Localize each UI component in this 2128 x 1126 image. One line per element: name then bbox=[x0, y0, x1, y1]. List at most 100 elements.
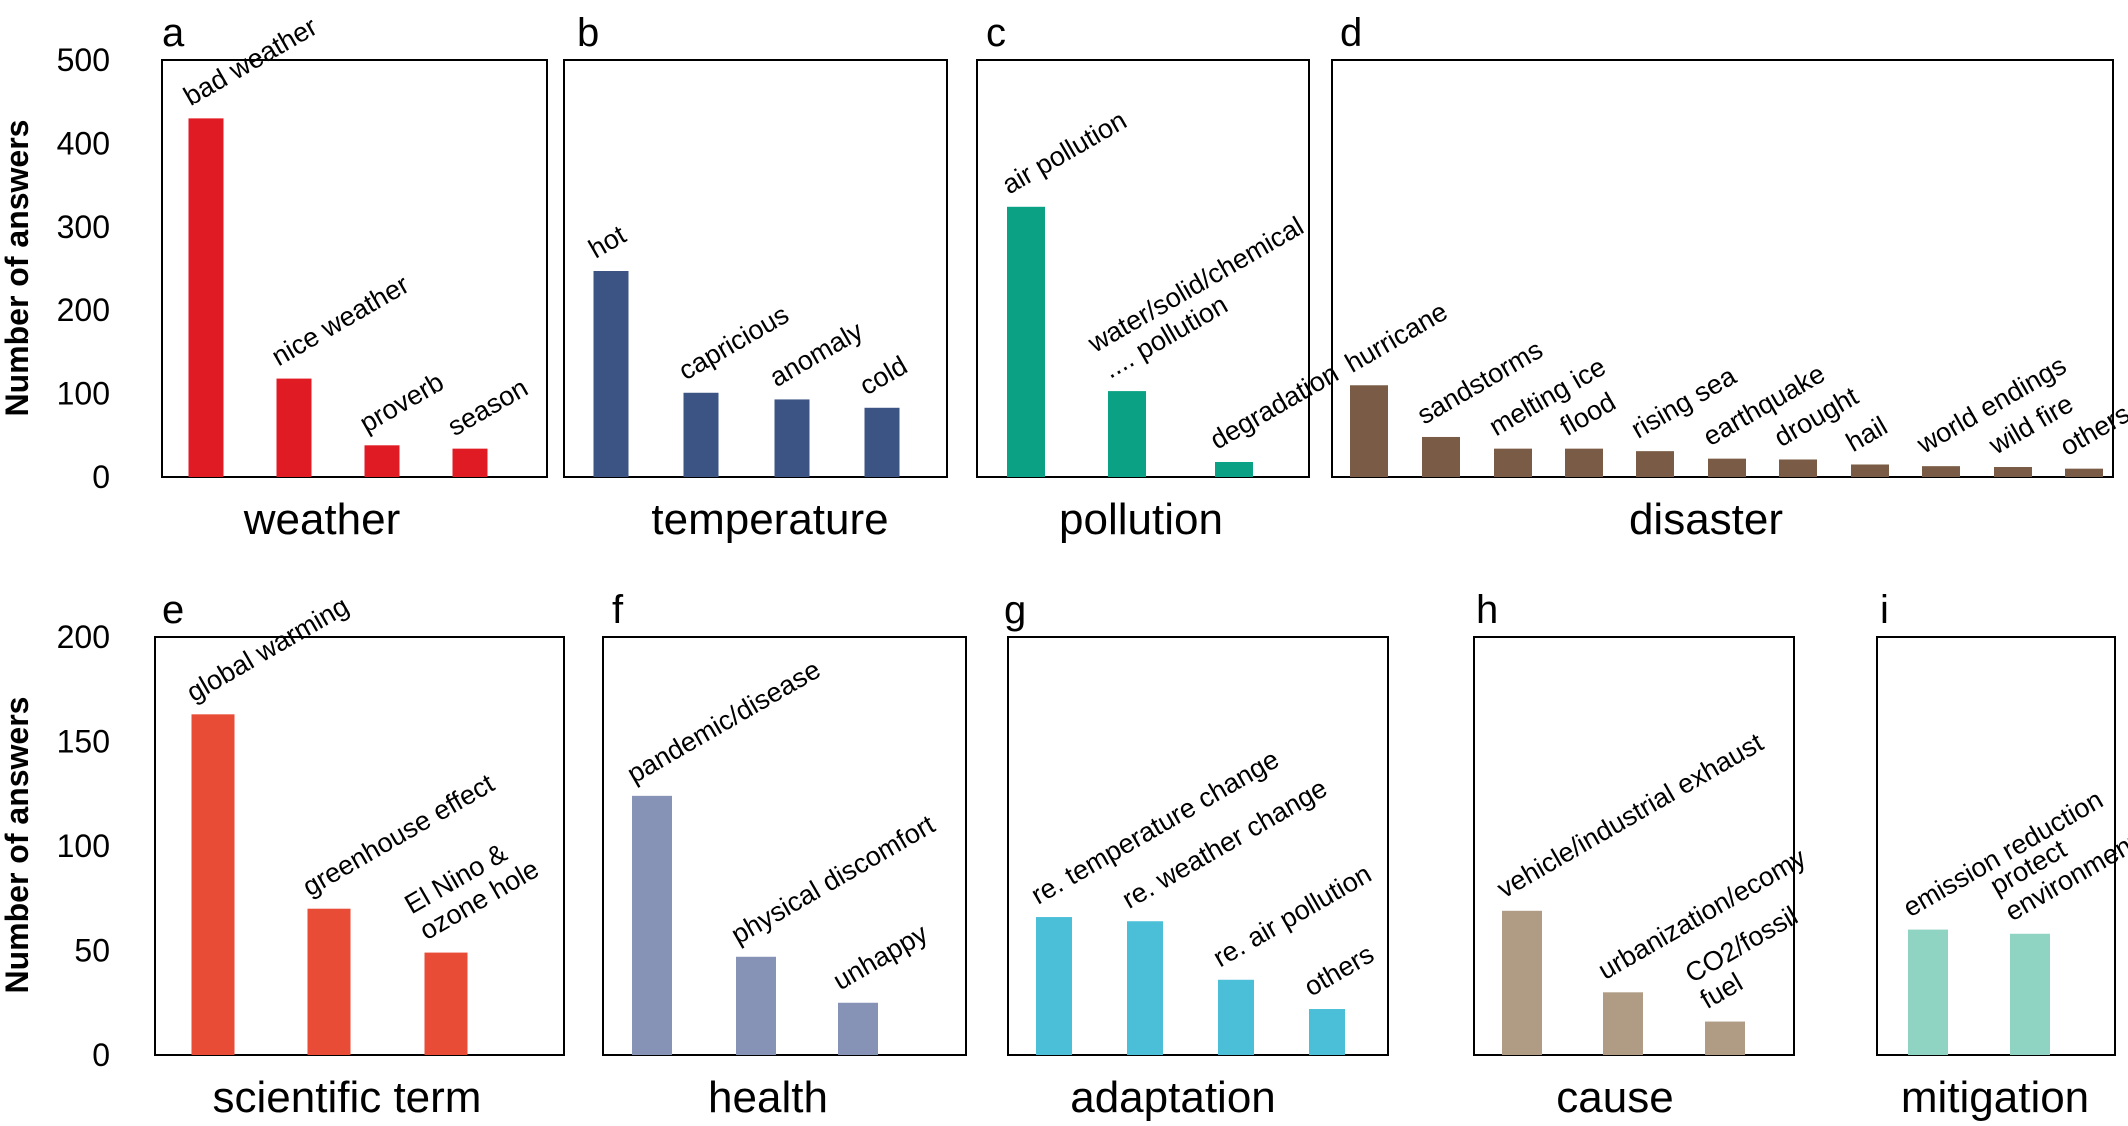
bar bbox=[1636, 451, 1674, 477]
bar-label-line: air pollution bbox=[997, 105, 1132, 200]
panel-axis-title: mitigation bbox=[1901, 1073, 2089, 1122]
bar bbox=[424, 952, 468, 1055]
panel-frame bbox=[563, 59, 948, 478]
panel-axis-title: temperature bbox=[651, 495, 888, 544]
bar-label-line: global warming bbox=[182, 591, 354, 708]
bar-label: hail bbox=[1841, 411, 1892, 458]
bar-label: air pollution bbox=[997, 105, 1132, 200]
top-yaxis-tick-label: 100 bbox=[57, 376, 110, 412]
bar-label: vehicle/industrial exhaust bbox=[1492, 727, 1769, 904]
bar-label-line: nice weather bbox=[267, 269, 415, 372]
bar bbox=[683, 392, 719, 477]
bar-label: others bbox=[1299, 939, 1379, 1003]
bar-label: global warming bbox=[182, 591, 354, 708]
bar-label-line: unhappy bbox=[828, 918, 933, 996]
top-yaxis-tick-label: 0 bbox=[92, 459, 110, 495]
panel-axis-title: disaster bbox=[1629, 495, 1783, 544]
bar bbox=[1603, 992, 1643, 1055]
bar bbox=[864, 407, 900, 477]
panel-frame bbox=[1876, 636, 2116, 1056]
bar bbox=[838, 1002, 878, 1055]
bar bbox=[1494, 448, 1532, 477]
panel-axis-title: cause bbox=[1556, 1073, 1673, 1122]
panel-frame bbox=[1007, 636, 1389, 1056]
bottom-yaxis-tick-label: 100 bbox=[57, 828, 110, 864]
bar-label: bad weather bbox=[179, 11, 323, 111]
bar bbox=[1565, 448, 1603, 477]
bar-label-line: hail bbox=[1841, 411, 1892, 458]
bar-label-line: pandemic/disease bbox=[622, 654, 825, 789]
top-yaxis-tick-label: 400 bbox=[57, 125, 110, 161]
bottom-yaxis-tick-label: 0 bbox=[92, 1037, 110, 1073]
bar-label: unhappy bbox=[828, 918, 933, 996]
bar bbox=[1502, 910, 1542, 1055]
bar-label-line: others bbox=[1299, 939, 1379, 1003]
bar bbox=[774, 399, 810, 477]
bar bbox=[1007, 206, 1045, 477]
bottom-yaxis-tick-label: 200 bbox=[57, 619, 110, 655]
panel-letter: a bbox=[162, 11, 185, 55]
bar-label: water/solid/chemical.... pollution bbox=[1082, 211, 1323, 385]
bar-label-line: cold bbox=[855, 350, 913, 401]
bar-label-line: degradation bbox=[1205, 358, 1344, 455]
bar-label: cold bbox=[855, 350, 913, 401]
bar-label: El Nino &ozone hole bbox=[400, 828, 544, 946]
bar-label: hurricane bbox=[1340, 296, 1452, 378]
bar-label: proverb bbox=[355, 367, 449, 439]
panel-letter: e bbox=[162, 588, 184, 632]
panel-axis-title: scientific term bbox=[213, 1073, 482, 1122]
panel-axis-title: adaptation bbox=[1070, 1073, 1276, 1122]
bar bbox=[364, 445, 400, 477]
bottom-yaxis-tick-label: 50 bbox=[74, 933, 110, 969]
bar-label: season bbox=[443, 372, 533, 442]
bar-label-line: bad weather bbox=[179, 11, 323, 111]
bar bbox=[307, 908, 351, 1055]
bar bbox=[1350, 385, 1388, 477]
panel-letter: b bbox=[577, 11, 599, 55]
panel-axis-title: health bbox=[708, 1073, 828, 1122]
panel-c: c pollution air pollution water/solid/chemi… bbox=[976, 11, 1344, 544]
bar-label: nice weather bbox=[267, 269, 415, 372]
panel-letter: f bbox=[612, 588, 624, 632]
bar-label: pandemic/disease bbox=[622, 654, 825, 789]
panel-letter: g bbox=[1004, 588, 1026, 632]
bar bbox=[1908, 929, 1948, 1055]
bar bbox=[2010, 933, 2050, 1055]
bottom-yaxis-title: Number of answers bbox=[0, 697, 35, 994]
bar bbox=[276, 378, 312, 477]
bar bbox=[1705, 1021, 1745, 1055]
bar-label-line: proverb bbox=[355, 367, 449, 439]
panel-a: a weather bad weather nice weatherproverbse… bbox=[161, 11, 548, 544]
bar bbox=[593, 271, 629, 477]
bar bbox=[1422, 436, 1460, 477]
bar bbox=[452, 448, 488, 477]
bar bbox=[1708, 458, 1746, 477]
bar bbox=[1994, 466, 2032, 477]
bar-label-line: season bbox=[443, 372, 533, 442]
bar bbox=[1922, 466, 1960, 477]
panel-letter: c bbox=[986, 11, 1006, 55]
top-yaxis-tick-label: 300 bbox=[57, 209, 110, 245]
top-yaxis-tick-label: 500 bbox=[57, 42, 110, 78]
bar-label: degradation bbox=[1205, 358, 1344, 455]
bottom-yaxis-tick-label: 150 bbox=[57, 724, 110, 760]
bar-label: hot bbox=[584, 219, 632, 264]
panel-frame bbox=[154, 636, 565, 1056]
panel-letter: d bbox=[1340, 11, 1362, 55]
bar bbox=[1218, 979, 1254, 1055]
panel-frame bbox=[602, 636, 967, 1056]
bar-label-line: vehicle/industrial exhaust bbox=[1492, 727, 1769, 904]
bar bbox=[1036, 917, 1072, 1055]
bar bbox=[2065, 468, 2103, 477]
top-yaxis-tick-label: 200 bbox=[57, 292, 110, 328]
bar-label-line: hurricane bbox=[1340, 296, 1452, 378]
panel-frame bbox=[161, 59, 548, 478]
bar bbox=[191, 714, 235, 1055]
bar bbox=[1309, 1009, 1345, 1055]
